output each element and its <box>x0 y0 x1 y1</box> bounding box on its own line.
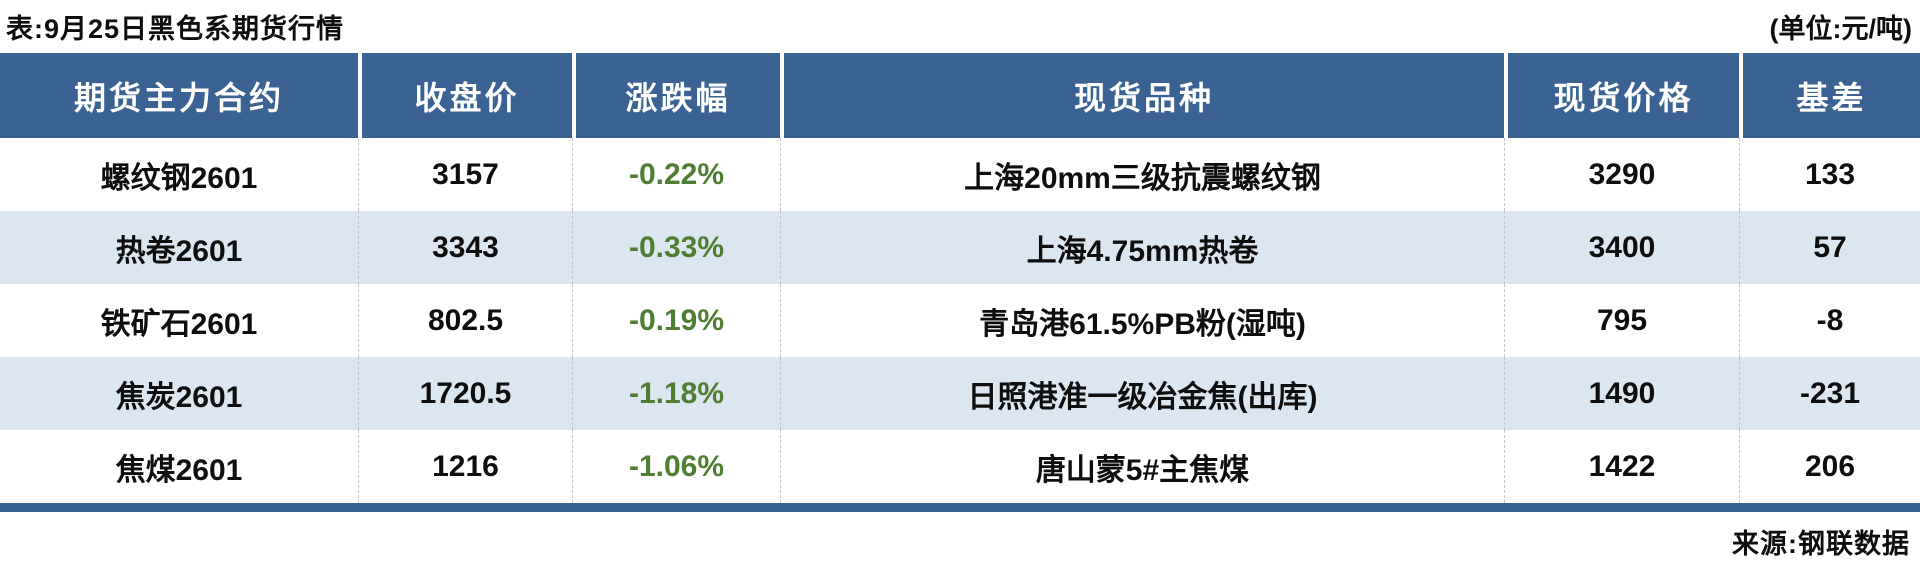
cell-close: 1720.5 <box>358 357 572 430</box>
cell-spot: 青岛港61.5%PB粉(湿吨) <box>780 284 1504 357</box>
futures-table: 期货主力合约 收盘价 涨跌幅 现货品种 现货价格 基差 螺纹钢2601 3157… <box>0 53 1920 512</box>
table-row: 铁矿石2601 802.5 -0.19% 青岛港61.5%PB粉(湿吨) 795… <box>0 284 1920 357</box>
column-header-basis: 基差 <box>1739 53 1920 138</box>
cell-spot: 上海4.75mm热卷 <box>780 211 1504 284</box>
cell-spot-price: 795 <box>1504 284 1739 357</box>
cell-spot-price: 1422 <box>1504 430 1739 503</box>
cell-spot-price: 1490 <box>1504 357 1739 430</box>
cell-change: -0.19% <box>572 284 780 357</box>
cell-spot: 唐山蒙5#主焦煤 <box>780 430 1504 503</box>
title-row: 表:9月25日黑色系期货行情 (单位:元/吨) <box>0 0 1920 46</box>
cell-spot-price: 3400 <box>1504 211 1739 284</box>
cell-change: -1.18% <box>572 357 780 430</box>
cell-close: 802.5 <box>358 284 572 357</box>
table-row: 焦炭2601 1720.5 -1.18% 日照港准一级冶金焦(出库) 1490 … <box>0 357 1920 430</box>
unit-label: (单位:元/吨) <box>1769 14 1912 44</box>
table-title: 表:9月25日黑色系期货行情 <box>6 14 345 44</box>
cell-spot: 上海20mm三级抗震螺纹钢 <box>780 138 1504 211</box>
cell-spot-price: 3290 <box>1504 138 1739 211</box>
source-label: 来源:钢联数据 <box>1732 529 1910 559</box>
cell-contract: 螺纹钢2601 <box>100 161 258 195</box>
table-bottom-border <box>0 503 1920 512</box>
cell-basis: 133 <box>1739 138 1920 211</box>
column-header-change: 涨跌幅 <box>572 53 780 138</box>
column-header-spot-price: 现货价格 <box>1504 53 1739 138</box>
cell-spot: 日照港准一级冶金焦(出库) <box>780 357 1504 430</box>
cell-basis: 57 <box>1739 211 1920 284</box>
cell-contract: 焦煤2601 <box>115 453 243 487</box>
column-header-spot: 现货品种 <box>780 53 1504 138</box>
table-row: 焦煤2601 1216 -1.06% 唐山蒙5#主焦煤 1422 206 <box>0 430 1920 503</box>
cell-contract: 热卷2601 <box>115 234 243 268</box>
table-header-row: 期货主力合约 收盘价 涨跌幅 现货品种 现货价格 基差 <box>0 53 1920 138</box>
cell-change: -1.06% <box>572 430 780 503</box>
column-header-contract: 期货主力合约 <box>0 53 358 138</box>
cell-basis: -231 <box>1739 357 1920 430</box>
cell-close: 3157 <box>358 138 572 211</box>
cell-close: 3343 <box>358 211 572 284</box>
cell-change: -0.33% <box>572 211 780 284</box>
cell-close: 1216 <box>358 430 572 503</box>
footer-row: 来源:钢联数据 <box>0 512 1920 561</box>
table-row: 螺纹钢2601 3157 -0.22% 上海20mm三级抗震螺纹钢 3290 1… <box>0 138 1920 211</box>
cell-basis: -8 <box>1739 284 1920 357</box>
cell-change: -0.22% <box>572 138 780 211</box>
cell-basis: 206 <box>1739 430 1920 503</box>
column-header-close: 收盘价 <box>358 53 572 138</box>
cell-contract: 焦炭2601 <box>115 380 243 414</box>
table-row: 热卷2601 3343 -0.33% 上海4.75mm热卷 3400 57 <box>0 211 1920 284</box>
cell-contract: 铁矿石2601 <box>100 307 258 341</box>
